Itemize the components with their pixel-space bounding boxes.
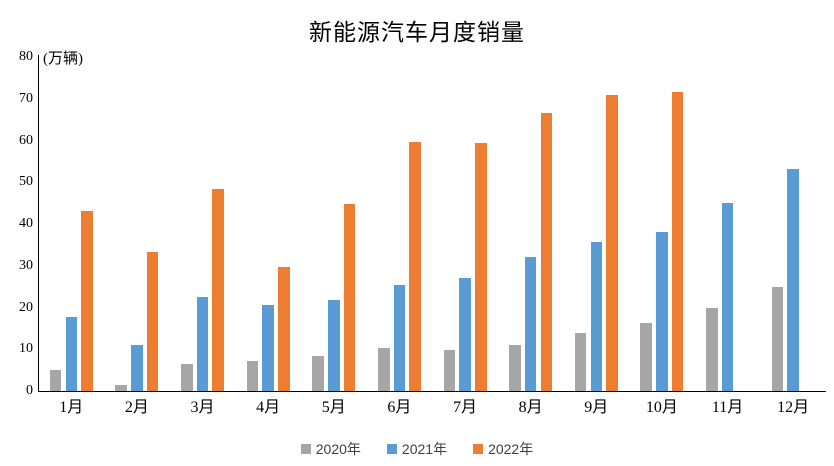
y-axis-line [38,55,39,391]
bar-2020年-1月 [49,370,62,391]
bar-2022年-9月 [606,94,618,391]
bar-2021年-9月 [590,242,603,391]
chart-title: 新能源汽车月度销量 [309,20,525,45]
bar-2022年-8月 [540,112,553,391]
x-axis-label-9月: 9月 [584,399,609,416]
bar-2022年-10月 [671,92,684,391]
bar-2022年-6月 [409,141,421,391]
y-tick-label: 50 [19,174,33,190]
y-axis-unit-label: (万辆) [43,51,83,67]
y-tick-label: 0 [26,383,33,398]
legend-label: 2021年 [401,441,448,457]
y-tick-label: 80 [19,49,33,64]
x-axis-label-8月: 8月 [518,399,543,416]
bar-2021年-7月 [459,277,471,391]
bar-2021年-12月 [787,168,799,391]
bar-2020年-8月 [509,345,521,391]
bar-2021年-8月 [524,257,537,391]
bar-2020年-4月 [246,360,259,391]
x-axis-line [38,391,826,392]
bar-2020年-5月 [312,356,324,391]
bar-2021年-1月 [65,316,78,391]
bar-2020年-3月 [181,363,193,391]
bar-2022年-4月 [278,266,290,391]
bar-2021年-11月 [721,203,734,391]
x-axis-label-5月: 5月 [321,399,346,416]
x-axis-label-7月: 7月 [453,399,478,416]
legend-swatch-icon [300,444,311,454]
x-axis-label-10月: 10月 [645,399,678,416]
y-tick-label: 30 [19,257,33,273]
bar-2021年-2月 [131,344,143,391]
y-tick-label: 20 [19,299,33,315]
legend: 2020年 2021年 2022年 [0,439,834,459]
bar-2020年-6月 [377,347,390,391]
bar-2020年-7月 [443,349,456,391]
x-axis-label-11月: 11月 [711,399,744,416]
bar-2022年-5月 [343,204,356,391]
legend-swatch-icon [473,444,484,454]
legend-label: 2020年 [315,441,361,457]
bar-2021年-5月 [328,300,340,391]
bar-2020年-10月 [640,323,653,391]
legend-item-2022年: 2022年 [473,439,533,459]
x-axis-label-2月: 2月 [124,399,149,416]
bar-2022年-1月 [81,211,93,391]
bar-2022年-2月 [146,251,159,391]
y-tick-label: 60 [19,132,33,148]
y-tick-label: 10 [19,341,33,357]
y-tick-label: 40 [19,216,33,231]
x-axis-label-4月: 4月 [256,399,281,416]
legend-item-2021年: 2021年 [386,439,448,459]
bar-2021年-3月 [196,297,209,391]
bar-2021年-4月 [262,304,274,391]
bar-2022年-3月 [212,189,225,391]
x-axis-label-3月: 3月 [190,399,215,416]
x-axis-label-12月: 12月 [777,399,810,416]
y-tick-label: 70 [19,90,33,106]
bar-2021年-6月 [393,284,406,391]
bar-2021年-10月 [656,231,668,391]
bar-2020年-11月 [706,307,718,391]
bar-2022年-7月 [474,143,487,391]
legend-label: 2022年 [488,441,534,457]
x-axis-label-1月: 1月 [59,399,84,416]
bar-2020年-9月 [574,332,587,391]
bar-2020年-12月 [771,287,784,391]
legend-swatch-icon [386,444,397,454]
bar-2020年-2月 [115,384,128,391]
legend-item-2020年: 2020年 [300,439,361,459]
x-axis-label-6月: 6月 [387,399,412,416]
